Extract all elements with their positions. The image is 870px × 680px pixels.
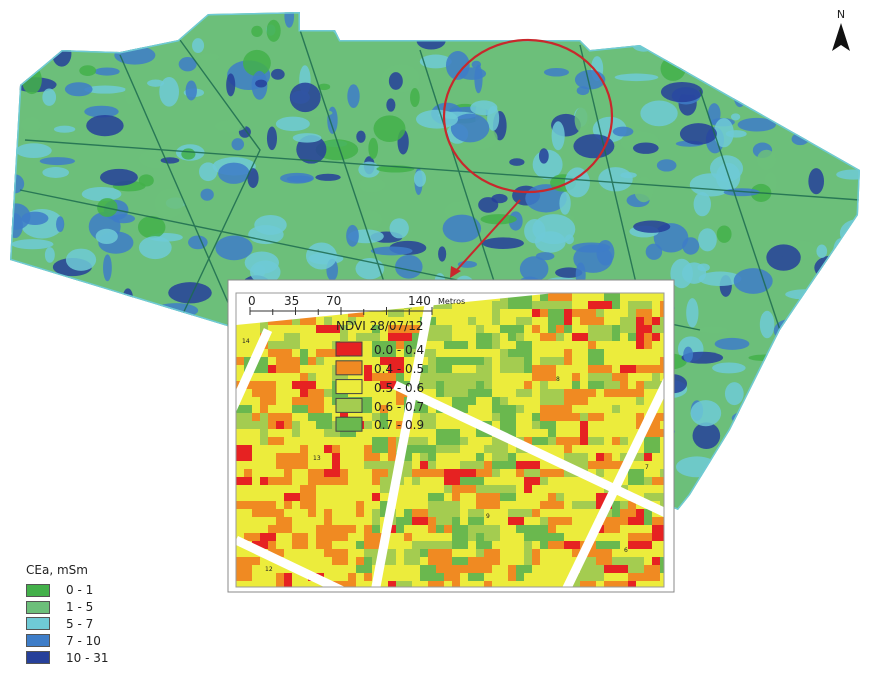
plot-label: 8	[556, 376, 560, 383]
ndvi-swatch	[335, 397, 363, 413]
highlight-circle	[442, 38, 614, 194]
cea-legend-item: 7 - 10	[26, 632, 109, 649]
scale-tick-35: 35	[284, 294, 299, 308]
ndvi-inset: 0 35 70 140 Metros NDVI 28/07/12 0.0 - 0…	[227, 279, 675, 593]
north-arrow: N	[826, 8, 856, 57]
ndvi-class-label: 0.7 - 0.9	[374, 418, 424, 432]
ndvi-swatch	[335, 360, 363, 376]
plot-label: 7	[645, 464, 649, 471]
cea-swatch	[26, 651, 50, 665]
cea-class-label: 5 - 7	[66, 616, 94, 631]
plot-label: 9	[486, 513, 490, 520]
cea-legend-item: 0 - 1	[26, 582, 109, 599]
ndvi-class-label: 0.5 - 0.6	[374, 381, 424, 395]
cea-class-label: 10 - 31	[66, 650, 109, 665]
north-arrow-icon	[832, 23, 850, 51]
scale-tick-70: 70	[326, 294, 341, 308]
ndvi-class-label: 0.0 - 0.4	[374, 343, 424, 357]
north-label: N	[836, 8, 846, 21]
ndvi-legend: NDVI 28/07/12 0.0 - 0.4 0.4 - 0.5 0.5 - …	[335, 319, 424, 432]
ndvi-class-label: 0.4 - 0.5	[374, 362, 424, 376]
scale-tick-140: 140	[408, 294, 431, 308]
plot-label: 13	[313, 455, 321, 462]
cea-class-label: 7 - 10	[66, 633, 101, 648]
plot-label: 14	[242, 338, 250, 345]
cea-class-label: 0 - 1	[66, 583, 94, 598]
cea-swatch	[26, 583, 50, 597]
ndvi-swatch	[335, 379, 363, 395]
callout-arrow	[454, 199, 521, 273]
scale-bar: 0 35 70 140 Metros	[248, 294, 465, 315]
ndvi-swatch	[335, 341, 363, 357]
scale-tick-0: 0	[248, 294, 256, 308]
cea-legend-item: 5 - 7	[26, 616, 109, 633]
cea-swatch	[26, 634, 50, 648]
plot-label: 12	[265, 566, 273, 573]
scale-unit: Metros	[438, 297, 465, 306]
ndvi-swatch	[335, 416, 363, 432]
plot-label: 6	[624, 547, 628, 554]
cea-swatch	[26, 617, 50, 631]
cea-legend-item: 10 - 31	[26, 649, 109, 666]
ndvi-legend-title: NDVI 28/07/12	[336, 319, 423, 333]
cea-legend-item: 1 - 5	[26, 599, 109, 616]
cea-swatch	[26, 600, 50, 614]
cea-legend: CEa, mSm 0 - 1 1 - 5 5 - 7 7 - 10 10 - 3…	[26, 563, 109, 666]
callout-arrowhead	[450, 266, 461, 278]
cea-legend-title: CEa, mSm	[26, 563, 88, 577]
cea-class-label: 1 - 5	[66, 600, 94, 615]
ndvi-class-label: 0.6 - 0.7	[374, 400, 424, 414]
